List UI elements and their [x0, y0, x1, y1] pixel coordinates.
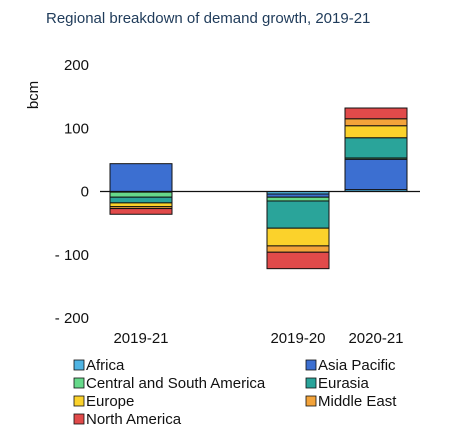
legend-label: Africa — [86, 357, 125, 374]
bar-segment — [266, 245, 330, 253]
y-tick-label: 200 — [64, 57, 89, 74]
bar-segment — [344, 158, 408, 191]
bar-segment — [266, 196, 330, 202]
bar-segment — [266, 251, 330, 270]
bar-segment — [344, 118, 408, 127]
bar-segment — [109, 191, 173, 198]
legend-label: Middle East — [318, 393, 397, 410]
legend-swatch — [305, 377, 317, 389]
y-tick-label: 0 — [81, 184, 89, 201]
bar-segment — [109, 196, 173, 204]
x-category-label: 2019-20 — [270, 330, 325, 347]
bar-segment — [344, 125, 408, 139]
legend-swatch — [73, 395, 85, 407]
y-tick-label: - 200 — [55, 310, 89, 327]
legend-swatch — [305, 359, 317, 371]
chart-title: Regional breakdown of demand growth, 201… — [46, 10, 371, 27]
legend-label: Eurasia — [318, 375, 370, 392]
bar-segment — [344, 137, 408, 159]
legend-swatch — [73, 377, 85, 389]
x-category-label: 2019-21 — [113, 330, 168, 347]
x-category-label: 2020-21 — [348, 330, 403, 347]
legend-label: Europe — [86, 393, 134, 410]
legend-swatch — [73, 413, 85, 425]
legend-swatch — [73, 359, 85, 371]
y-tick-label: 100 — [64, 120, 89, 137]
bar-segment — [109, 163, 173, 192]
bar-segment — [109, 208, 173, 215]
bar-segment — [266, 227, 330, 247]
legend-swatch — [305, 395, 317, 407]
bar-segment — [344, 107, 408, 120]
bar-segment — [266, 200, 330, 229]
legend-label: North America — [86, 411, 182, 428]
y-axis-title: bcm — [25, 81, 42, 109]
bar-segment — [109, 202, 173, 208]
legend-label: Asia Pacific — [318, 357, 396, 374]
y-tick-label: - 100 — [55, 247, 89, 264]
legend-label: Central and South America — [86, 375, 266, 392]
